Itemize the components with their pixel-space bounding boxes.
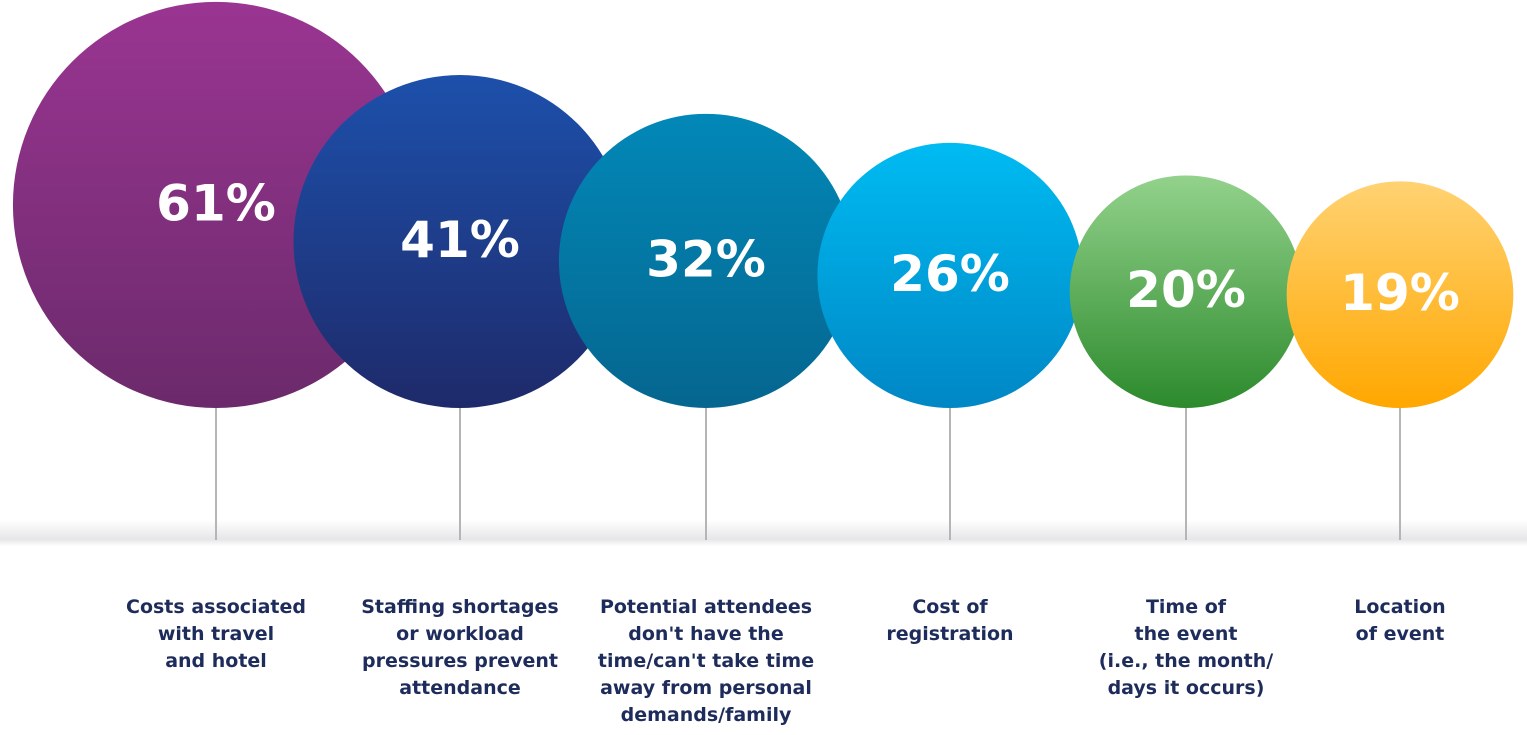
- floor-band: [0, 520, 1527, 546]
- value-label: 32%: [646, 230, 766, 288]
- bubble: [558, 113, 854, 408]
- category-label: Potential attendees don't have the time/…: [597, 596, 815, 726]
- value-label: 19%: [1340, 264, 1460, 322]
- category-label: Location of event: [1354, 596, 1446, 645]
- bubble: [817, 142, 1083, 408]
- value-label: 20%: [1126, 261, 1246, 319]
- value-label: 26%: [890, 245, 1010, 303]
- bubble: [293, 75, 627, 408]
- category-label: Staffing shortages or workload pressures…: [361, 596, 559, 699]
- value-label: 41%: [400, 211, 520, 269]
- category-label: Time of the event (i.e., the month/ days…: [1098, 596, 1274, 699]
- category-label: Cost of registration: [886, 596, 1014, 645]
- value-label: 61%: [156, 174, 276, 232]
- category-label: Costs associated with travel and hotel: [126, 596, 306, 672]
- bubble: [1069, 175, 1303, 408]
- bubble: [1286, 181, 1514, 408]
